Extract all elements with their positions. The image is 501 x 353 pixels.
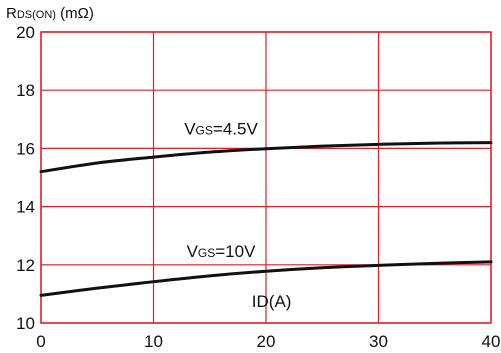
grid-layer (40, 31, 492, 324)
series-label-0: VGS=4.5V (184, 120, 258, 139)
series-line-1 (39, 260, 493, 297)
series-line-0 (39, 141, 493, 174)
y-tick-label-0: 10 (16, 314, 35, 333)
x-tick-label-2: 20 (257, 332, 276, 351)
x-axis-label: ID(A) (252, 292, 292, 311)
y-tick-label-1: 12 (16, 256, 35, 275)
y-tick-label-4: 18 (16, 81, 35, 100)
y-tick-label-2: 14 (16, 198, 35, 217)
y-tick-label-3: 16 (16, 139, 35, 158)
x-tick-label-3: 30 (369, 332, 388, 351)
series-label-1: VGS=10V (187, 242, 257, 261)
plot-frame (40, 31, 492, 324)
labels-layer: VGS=4.5V VGS=10V RDS(ON) (mΩ) ID(A) (6, 5, 291, 311)
y-axis-label: RDS(ON) (mΩ) (6, 5, 94, 22)
x-tick-label-4: 40 (482, 332, 501, 351)
x-tick-label-0: 0 (36, 332, 45, 351)
x-tick-label-1: 10 (144, 332, 163, 351)
series-layer (39, 141, 493, 297)
y-tick-label-5: 20 (16, 23, 35, 42)
